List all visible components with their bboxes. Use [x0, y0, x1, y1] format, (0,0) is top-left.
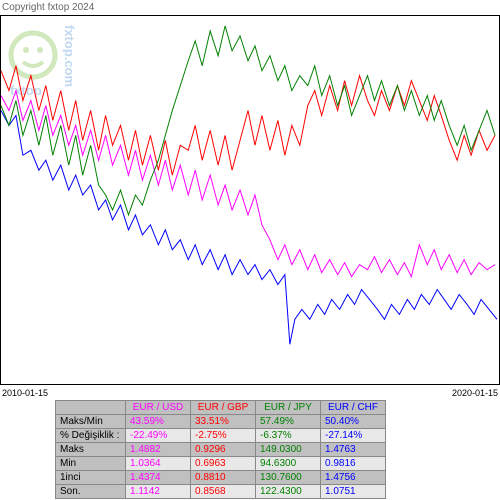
x-axis-end-date: 2020-01-15 — [452, 388, 498, 398]
line-chart — [0, 15, 500, 385]
stats-table: EUR / USD EUR / GBP EUR / JPY EUR / CHF … — [55, 400, 386, 499]
row-label: Maks/Min — [56, 415, 126, 429]
table-row: 1inci1.43740.8810130.76001.4756 — [56, 471, 386, 485]
table-cell: 1.4374 — [126, 471, 191, 485]
table-cell: -22.49% — [126, 429, 191, 443]
header-eur-chf: EUR / CHF — [321, 401, 386, 415]
table-cell: 43.59% — [126, 415, 191, 429]
series-eur-gbp — [1, 66, 495, 175]
table-cell: 33.51% — [191, 415, 256, 429]
series-eur-chf — [1, 110, 497, 344]
table-cell: 0.9816 — [321, 457, 386, 471]
table-row: Maks1.48820.9296149.03001.4763 — [56, 443, 386, 457]
table-cell: 50.40% — [321, 415, 386, 429]
table-cell: 94.6300 — [256, 457, 321, 471]
header-eur-gbp: EUR / GBP — [191, 401, 256, 415]
table-cell: 0.8568 — [191, 485, 256, 499]
series-eur-jpy — [1, 26, 495, 215]
table-cell: 1.0751 — [321, 485, 386, 499]
table-cell: 57.49% — [256, 415, 321, 429]
chart-svg — [1, 16, 499, 384]
row-label: Maks — [56, 443, 126, 457]
table-row: Maks/Min43.59%33.51%57.49%50.40% — [56, 415, 386, 429]
table-cell: 1.4763 — [321, 443, 386, 457]
table-cell: 0.6963 — [191, 457, 256, 471]
table-row: % Değişiklik :-22.49%-2.75%-6.37%-27.14% — [56, 429, 386, 443]
table-cell: 149.0300 — [256, 443, 321, 457]
row-label: % Değişiklik : — [56, 429, 126, 443]
row-label: Min — [56, 457, 126, 471]
table-cell: 122.4300 — [256, 485, 321, 499]
x-axis-start-date: 2010-01-15 — [2, 388, 48, 398]
table-cell: 0.9296 — [191, 443, 256, 457]
table-cell: 1.0364 — [126, 457, 191, 471]
table-row: Min1.03640.696394.63000.9816 — [56, 457, 386, 471]
table-cell: 1.1142 — [126, 485, 191, 499]
series-eur-usd — [1, 91, 495, 277]
copyright-text: Copyright fxtop 2024 — [2, 2, 94, 13]
header-eur-jpy: EUR / JPY — [256, 401, 321, 415]
table-cell: -2.75% — [191, 429, 256, 443]
table-cell: 1.4756 — [321, 471, 386, 485]
table-cell: 0.8810 — [191, 471, 256, 485]
table-cell: -27.14% — [321, 429, 386, 443]
row-label: 1inci — [56, 471, 126, 485]
table-cell: 1.4882 — [126, 443, 191, 457]
table-header-row: EUR / USD EUR / GBP EUR / JPY EUR / CHF — [56, 401, 386, 415]
row-label: Son. — [56, 485, 126, 499]
header-eur-usd: EUR / USD — [126, 401, 191, 415]
header-blank — [56, 401, 126, 415]
table-cell: 130.7600 — [256, 471, 321, 485]
table-cell: -6.37% — [256, 429, 321, 443]
table-row: Son.1.11420.8568122.43001.0751 — [56, 485, 386, 499]
